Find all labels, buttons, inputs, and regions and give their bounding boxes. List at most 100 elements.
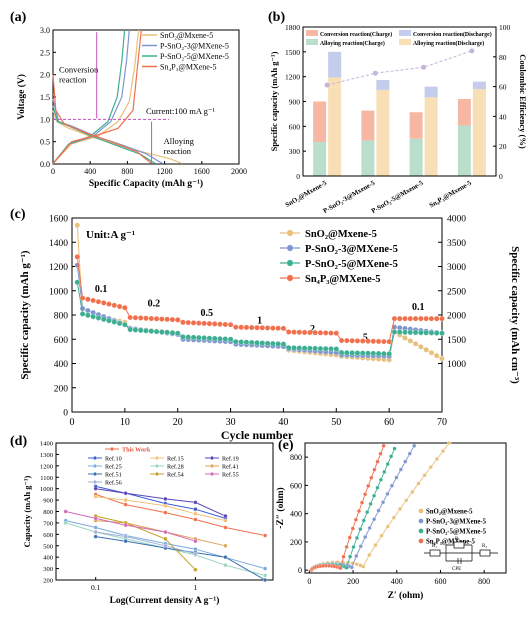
- annotation-alloying: reaction: [164, 146, 192, 156]
- data-point: [422, 473, 427, 478]
- data-point: [379, 533, 384, 538]
- discharge-curve: [52, 74, 152, 165]
- data-point: [396, 329, 403, 335]
- y-tick-label: 800: [290, 453, 302, 462]
- data-point: [243, 324, 250, 331]
- data-point: [375, 350, 382, 357]
- data-point: [447, 440, 452, 446]
- y-tick-label: 1000: [40, 486, 53, 493]
- panel-e: (e) 0 200 400 600 800 0 200 400 600 800 Z′ (ohm) -Z″…: [275, 438, 507, 601]
- y-tick-label: 200: [54, 384, 69, 394]
- x-tick-label: 0: [307, 577, 311, 586]
- data-point: [341, 554, 346, 559]
- y-tick-label: 900: [289, 98, 301, 107]
- data-point: [74, 222, 81, 229]
- series-line: [95, 515, 196, 571]
- bar-conversion-charge: [457, 99, 471, 126]
- data-point: [93, 534, 98, 539]
- data-point: [402, 335, 408, 341]
- panel-c: (c)0200400600800100012001400160010001500…: [10, 207, 521, 442]
- data-point: [95, 315, 102, 321]
- bar-alloy-discharge: [328, 77, 342, 176]
- data-point: [375, 338, 382, 345]
- data-point: [248, 324, 255, 331]
- data-point: [254, 324, 260, 331]
- bar-conversion-discharge: [424, 86, 438, 98]
- plot-frame: [304, 442, 507, 574]
- data-point: [270, 340, 276, 347]
- data-point: [428, 349, 435, 356]
- data-point: [63, 509, 68, 514]
- data-point: [375, 459, 380, 464]
- series-line: [65, 520, 266, 570]
- data-point: [328, 330, 334, 336]
- data-point: [233, 324, 239, 330]
- data-point: [93, 486, 98, 491]
- y-tick-label: 1200: [40, 463, 53, 470]
- data-point: [418, 518, 424, 524]
- circuit-label: CPE: [452, 567, 461, 572]
- x-tick-label: 10: [120, 417, 130, 428]
- y-tick-label: 2.5: [40, 48, 50, 57]
- rate-label: 0.1: [95, 284, 108, 295]
- bar-conversion-charge: [361, 110, 375, 141]
- data-point: [286, 274, 294, 282]
- data-point: [338, 337, 345, 344]
- x-tick-label: 40: [278, 417, 288, 428]
- data-point: [180, 319, 186, 326]
- data-point: [418, 329, 424, 336]
- data-point: [85, 296, 91, 302]
- bar-alloy-charge: [457, 125, 471, 176]
- bar-alloy-discharge: [376, 89, 390, 176]
- y2-tick-label: 4000: [447, 215, 466, 225]
- data-point: [210, 464, 214, 468]
- data-point: [285, 329, 292, 335]
- data-point: [93, 480, 97, 484]
- x-tick-label: 200: [347, 577, 359, 586]
- legend-label: Ref.10: [105, 456, 122, 463]
- data-point: [123, 502, 128, 507]
- legend-label: SnO₂@Mxene-5: [160, 31, 213, 40]
- data-point: [322, 345, 329, 352]
- resistor-r3: [479, 549, 491, 557]
- x-tick-label: 1: [194, 583, 198, 592]
- data-point: [90, 297, 96, 304]
- data-point: [163, 510, 168, 515]
- y-tick-label: 800: [43, 509, 53, 516]
- data-point: [155, 464, 159, 468]
- data-point: [428, 315, 435, 322]
- data-point: [95, 298, 102, 305]
- ce-line: [327, 50, 473, 86]
- legend-label: Ref.54: [167, 472, 184, 479]
- y-tick-label: 1400: [40, 441, 53, 448]
- data-point: [110, 447, 114, 451]
- data-point: [407, 338, 414, 344]
- data-point: [211, 335, 218, 342]
- data-point: [423, 330, 429, 336]
- data-point: [354, 350, 361, 356]
- data-point: [348, 554, 353, 559]
- data-point: [127, 326, 133, 333]
- y-tick-label: 1000: [49, 287, 68, 297]
- legend-label: Alloying reaction(Discharge): [413, 40, 484, 47]
- data-point: [402, 315, 408, 322]
- data-point: [74, 279, 81, 286]
- y-tick-label: 600: [43, 532, 53, 539]
- data-point: [441, 448, 446, 454]
- data-point: [391, 329, 398, 335]
- data-point: [307, 345, 313, 352]
- x-tick-label: 2000: [231, 167, 247, 176]
- data-point: [210, 472, 214, 476]
- data-point: [333, 346, 340, 352]
- data-point: [193, 567, 198, 572]
- y-axis-label: Voltage (V): [16, 74, 27, 120]
- y2-axis-label: Specific capacity (mAh cm⁻³): [509, 246, 521, 384]
- data-point: [365, 510, 370, 515]
- data-point: [263, 573, 268, 578]
- data-point: [386, 338, 392, 345]
- data-point: [358, 544, 363, 549]
- data-point: [217, 335, 223, 342]
- data-point: [79, 311, 86, 317]
- data-point: [418, 315, 424, 322]
- x-category-label: P-SnO₂-5@Mxene-5: [370, 179, 425, 215]
